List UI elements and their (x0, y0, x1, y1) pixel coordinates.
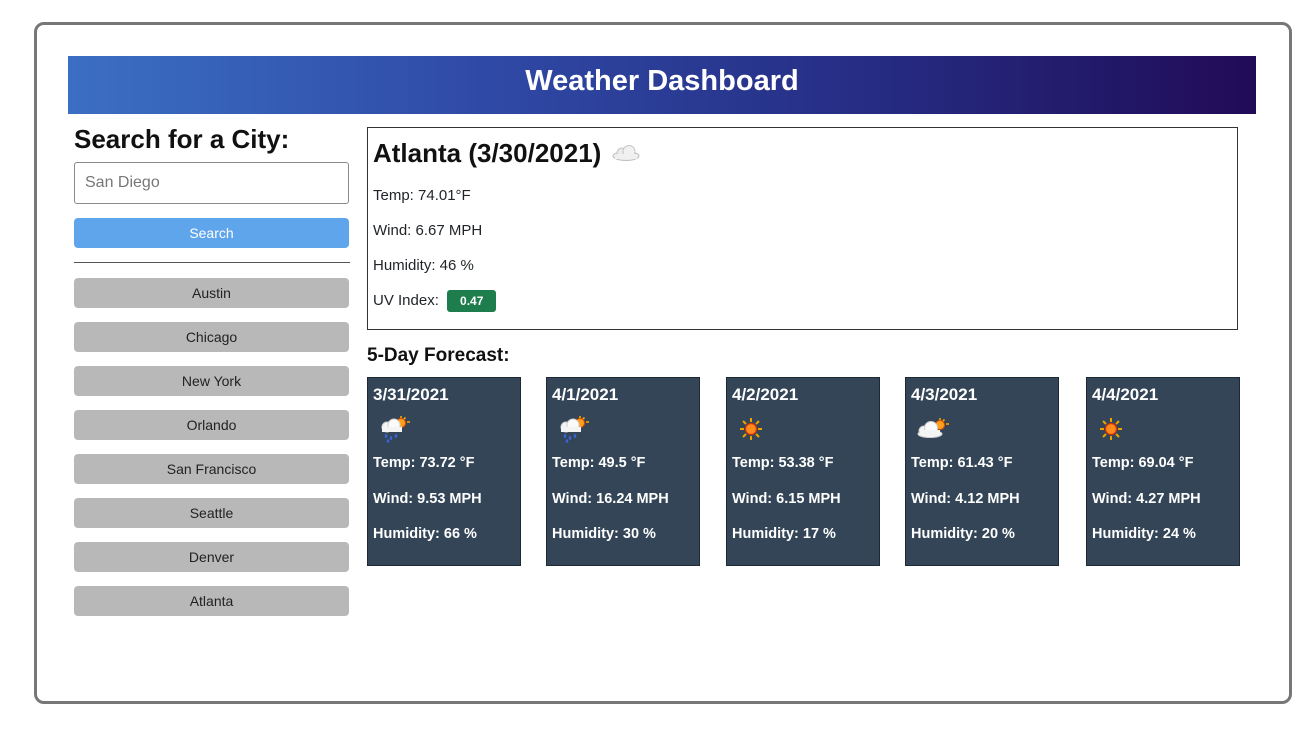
cloud-sun-icon (911, 412, 1053, 446)
forecast-temp: Temp: 61.43 °F (911, 455, 1013, 471)
current-weather-panel: Atlanta (3/30/2021) Temp: 74.01°F Wind: … (367, 127, 1238, 330)
search-button[interactable]: Search (74, 218, 349, 248)
forecast-wind: Wind: 4.12 MPH (911, 490, 1020, 507)
forecast-date: 4/1/2021 (552, 385, 619, 404)
forecast-date: 4/4/2021 (1092, 385, 1159, 404)
forecast-date: 4/2/2021 (732, 385, 799, 404)
forecast-temp: Temp: 49.5 °F (552, 455, 646, 471)
forecast-humidity: Humidity: 24 % (1092, 526, 1196, 542)
city-button-chicago[interactable]: Chicago (74, 322, 349, 352)
cloud-icon (611, 144, 641, 162)
page-title: Weather Dashboard (525, 65, 799, 97)
forecast-humidity: Humidity: 20 % (911, 526, 1015, 542)
forecast-date: 4/3/2021 (911, 385, 978, 404)
forecast-card: 4/3/2021 Temp: 61.43 °F Wind: 4.12 MPH H… (905, 377, 1059, 566)
forecast-temp: Temp: 53.38 °F (732, 455, 834, 471)
forecast-temp: Temp: 69.04 °F (1092, 455, 1194, 471)
rain-cloud-sun-icon (373, 412, 515, 446)
current-temp: Temp: 74.01°F (373, 187, 471, 204)
sidebar-divider (74, 262, 350, 263)
uv-index-badge: 0.47 (447, 290, 497, 313)
forecast-humidity: Humidity: 66 % (373, 526, 477, 542)
city-button-san-francisco[interactable]: San Francisco (74, 454, 349, 484)
city-button-orlando[interactable]: Orlando (74, 410, 349, 440)
forecast-wind: Wind: 16.24 MPH (552, 490, 669, 507)
forecast-date: 3/31/2021 (373, 385, 449, 404)
search-sidebar: Search for a City: Search Austin Chicago… (74, 124, 350, 630)
forecast-wind: Wind: 6.15 MPH (732, 490, 841, 507)
current-uv: UV Index: 0.47 (373, 283, 1232, 318)
sun-icon (732, 412, 874, 446)
current-wind: Wind: 6.67 MPH (373, 222, 483, 239)
city-button-denver[interactable]: Denver (74, 542, 349, 572)
forecast-heading: 5-Day Forecast: (367, 345, 510, 366)
uv-label: UV Index: (373, 292, 439, 309)
city-button-seattle[interactable]: Seattle (74, 498, 349, 528)
city-button-austin[interactable]: Austin (74, 278, 349, 308)
forecast-card: 4/2/2021 Temp: 53.38 °F Wind: 6.15 MPH H… (726, 377, 880, 566)
forecast-card: 4/4/2021 Temp: 69.04 °F Wind: 4.27 MPH H… (1086, 377, 1240, 566)
search-heading: Search for a City: (74, 124, 290, 154)
current-city-date: Atlanta (3/30/2021) (373, 138, 602, 168)
city-search-input[interactable] (74, 162, 349, 204)
forecast-cards: 3/31/2021 Temp: 73.72 °F Wind: 9.53 MPH … (367, 377, 1240, 567)
forecast-temp: Temp: 73.72 °F (373, 455, 475, 471)
forecast-wind: Wind: 9.53 MPH (373, 490, 482, 507)
forecast-card: 3/31/2021 Temp: 73.72 °F Wind: 9.53 MPH … (367, 377, 521, 566)
search-history-list: Austin Chicago New York Orlando San Fran… (74, 278, 350, 616)
city-button-new-york[interactable]: New York (74, 366, 349, 396)
rain-cloud-sun-icon (552, 412, 694, 446)
forecast-card: 4/1/2021 Temp: 49.5 °F Wind: 16.24 MPH H… (546, 377, 700, 566)
page-header: Weather Dashboard (68, 56, 1256, 114)
sun-icon (1092, 412, 1234, 446)
forecast-humidity: Humidity: 17 % (732, 526, 836, 542)
forecast-humidity: Humidity: 30 % (552, 526, 656, 542)
forecast-wind: Wind: 4.27 MPH (1092, 490, 1201, 507)
current-humidity: Humidity: 46 % (373, 257, 474, 274)
city-button-atlanta[interactable]: Atlanta (74, 586, 349, 616)
current-weather-heading: Atlanta (3/30/2021) (373, 136, 1232, 170)
